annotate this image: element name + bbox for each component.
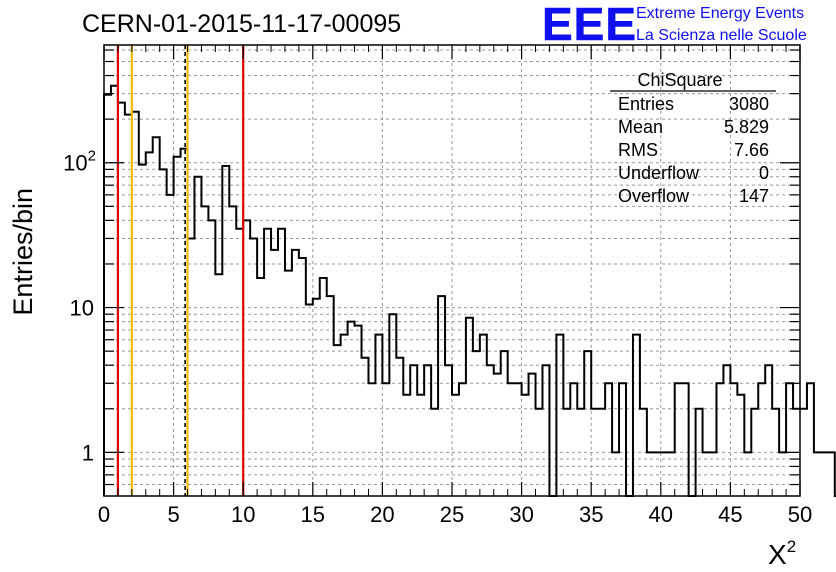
eee-logo-text: EEE (542, 0, 637, 50)
y-tick-label: 102 (63, 148, 96, 176)
eee-logo: EEE Extreme Energy Events La Scienza nel… (542, 0, 807, 50)
stats-value: 5.829 (724, 117, 769, 137)
x-tick-label: 35 (579, 502, 603, 527)
x-tick-label: 10 (231, 502, 255, 527)
x-tick-label: 50 (788, 502, 812, 527)
x-tick-label: 30 (509, 502, 533, 527)
stats-value: 7.66 (734, 140, 769, 160)
x-tick-label: 5 (167, 502, 179, 527)
stats-value: 0 (759, 163, 769, 183)
chart-title: CERN-01-2015-11-17-00095 (82, 10, 401, 38)
x-axis-label: X2 (768, 537, 796, 570)
logo-line1: Extreme Energy Events (636, 5, 804, 22)
y-tick-label: 1 (82, 440, 94, 465)
axis-ticks: 0 5 10 15 20 25 30 35 40 45 50 1 10 102 (63, 45, 812, 527)
histogram (103, 84, 836, 497)
x-tick-label: 15 (301, 502, 325, 527)
stats-box: ChiSquare Entries 3080 Mean 5.829 RMS 7.66 Und… (610, 70, 776, 206)
stats-label: Underflow (618, 163, 700, 183)
stats-value: 147 (739, 186, 769, 206)
stats-value: 3080 (729, 94, 769, 114)
stats-label: Entries (618, 94, 674, 114)
y-tick-label: 10 (70, 296, 94, 321)
stats-label: RMS (618, 140, 658, 160)
stats-rows: Entries 3080 Mean 5.829 RMS 7.66 Underflow 0 Ove… (618, 94, 769, 206)
stats-label: Mean (618, 117, 663, 137)
x-axis-label-text: X2 (768, 537, 796, 570)
x-tick-label: 40 (649, 502, 673, 527)
histogram-series (103, 84, 836, 497)
x-tick-label: 45 (718, 502, 742, 527)
x-tick-label: 20 (370, 502, 394, 527)
x-tick-label: 25 (440, 502, 464, 527)
logo-line2: La Scienza nelle Scuole (636, 27, 807, 44)
stats-label: Overflow (618, 186, 690, 206)
stats-title: ChiSquare (637, 70, 722, 90)
marker-lines (116, 45, 245, 496)
y-axis-label: Entries/bin (8, 188, 38, 316)
x-tick-label: 0 (98, 502, 110, 527)
